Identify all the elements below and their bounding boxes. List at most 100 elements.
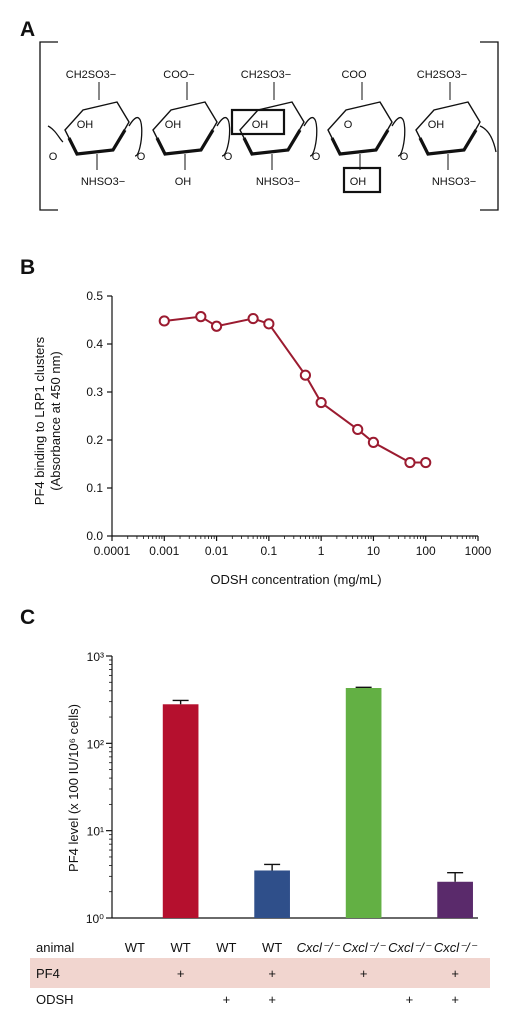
sugar-ring-oh: O xyxy=(344,119,353,131)
sugar-unit-2: COO− OH OH O xyxy=(137,69,231,188)
sugar-ring-oh: OH xyxy=(77,119,94,131)
c-row-cell-animal: Cxcl⁻/⁻ xyxy=(342,940,386,955)
sugar-unit-top-group: COO− xyxy=(163,69,194,81)
c-row-cell-animal: WT xyxy=(171,940,191,955)
b-y-tick-label: 0.2 xyxy=(86,433,103,447)
sugar-ring-oh: OH xyxy=(428,119,445,131)
chart-c: 10⁰ 10¹ 10² 10³ PF4 level (x 100 IU/10⁶ cel… xyxy=(30,650,490,1007)
c-bar xyxy=(162,704,199,918)
sugar-unit-5: CH2SO3− OH NHSO3− O xyxy=(400,69,481,188)
sugar-ring-oh: OH xyxy=(165,119,182,131)
c-bar xyxy=(345,688,382,918)
b-y-axis-title-line: PF4 binding to LRP1 clusters xyxy=(32,336,47,505)
b-x-tick-label: 0.01 xyxy=(205,544,229,558)
c-row-cell-odsh: + xyxy=(223,992,231,1007)
heparin-structure: CH2SO3− OH NHSO3− O COO− OH OH O CH2SO3− OH NHSO3−… xyxy=(39,41,499,211)
sugar-unit-top-group: COO xyxy=(341,69,367,81)
sugar-ring-front-edge xyxy=(67,129,127,156)
b-y-axis-title-line: (Absorbance at 450 nm) xyxy=(48,351,63,490)
glycosidic-oxygen: O xyxy=(400,151,409,163)
sugar-unit-bottom-group: OH xyxy=(350,176,367,188)
left-bracket xyxy=(39,41,58,211)
b-data-point xyxy=(299,369,312,381)
sugar-unit-3: CH2SO3− OH NHSO3− O xyxy=(224,69,318,188)
c-row-label-odsh: ODSH xyxy=(36,992,74,1007)
panel-b-letter: B xyxy=(20,256,36,279)
c-row-cell-odsh: + xyxy=(268,992,276,1007)
b-data-point xyxy=(195,311,207,323)
b-series-line xyxy=(164,315,426,464)
c-row-label-animal: animal xyxy=(36,940,74,955)
glycosidic-linkage xyxy=(216,117,231,157)
b-data-point xyxy=(315,396,327,409)
sugar-unit-bottom-group: NHSO3− xyxy=(256,176,300,188)
b-y-axis-title: PF4 binding to LRP1 clusters(Absorbance … xyxy=(32,336,63,505)
b-data-point xyxy=(404,456,416,469)
sugar-unit-top-group: CH2SO3− xyxy=(241,69,291,81)
c-row-cell-pf4: + xyxy=(268,966,276,981)
c-y-tick-label: 10⁰ xyxy=(86,912,104,926)
b-y-tick-label: 0.1 xyxy=(86,481,103,495)
b-x-axis-title: ODSH concentration (mg/mL) xyxy=(210,572,381,587)
c-y-axis-title: PF4 level (x 100 IU/10⁶ cells) xyxy=(66,704,81,872)
glycosidic-oxygen: O xyxy=(137,151,146,163)
sugar-unit-bottom-group: NHSO3− xyxy=(81,176,125,188)
c-row-label-pf4: PF4 xyxy=(36,966,60,981)
c-bar xyxy=(437,881,473,918)
c-row-cell-odsh: + xyxy=(451,992,459,1007)
sugar-ring-front-edge xyxy=(155,129,215,156)
b-y-tick-label: 0.4 xyxy=(86,337,103,351)
b-x-tick-label: 0.1 xyxy=(261,544,278,558)
c-row-cell-animal: WT xyxy=(262,940,282,955)
chart-b: 0.0 0.1 0.2 0.3 0.4 0.5 0.0001 0.001 0.01 0.1 1 10… xyxy=(32,289,492,587)
b-x-tick-label: 0.001 xyxy=(149,544,179,558)
chain-end-right xyxy=(479,125,497,153)
b-y-tick-label: 0.5 xyxy=(86,289,103,303)
b-x-tick-label: 100 xyxy=(416,544,436,558)
panel-a-letter: A xyxy=(20,18,36,41)
pf4-row-shade xyxy=(30,958,490,988)
sugar-ring-front-edge xyxy=(330,129,390,156)
sugar-unit-4: COO O OH O xyxy=(312,69,406,194)
b-x-tick-label: 10 xyxy=(367,544,381,558)
chain-end-left xyxy=(47,125,64,143)
sugar-unit-1: CH2SO3− OH NHSO3− O xyxy=(49,69,143,188)
c-row-cell-pf4: + xyxy=(177,966,185,981)
b-data-point xyxy=(367,436,380,448)
panel-c-letter: C xyxy=(20,606,36,629)
c-bar xyxy=(254,870,290,918)
b-data-point xyxy=(210,320,223,332)
c-row-cell-animal: WT xyxy=(125,940,145,955)
c-row-cell-animal: Cxcl⁻/⁻ xyxy=(297,940,341,955)
glycosidic-linkage xyxy=(128,117,143,157)
c-row-cell-animal: WT xyxy=(216,940,236,955)
highlight-box xyxy=(230,108,286,136)
sugar-unit-top-group: CH2SO3− xyxy=(417,69,467,81)
sugar-unit-top-group: CH2SO3− xyxy=(66,69,116,81)
b-y-tick-label: 0.0 xyxy=(86,529,103,543)
c-y-tick-label: 10³ xyxy=(87,650,104,664)
b-data-point xyxy=(263,318,275,330)
glycosidic-oxygen: O xyxy=(224,151,233,163)
b-data-point xyxy=(420,456,432,469)
sugar-unit-bottom-group: OH xyxy=(175,176,192,188)
b-data-point xyxy=(158,315,170,327)
sugar-ring-front-edge xyxy=(418,129,478,156)
c-row-cell-pf4: + xyxy=(451,966,459,981)
sugar-unit-bottom-group: NHSO3− xyxy=(432,176,476,188)
b-x-tick-label: 0.0001 xyxy=(94,544,131,558)
c-row-cell-odsh: + xyxy=(406,992,414,1007)
glycosidic-oxygen: O xyxy=(49,151,58,163)
c-y-tick-label: 10² xyxy=(87,737,104,751)
highlight-box xyxy=(342,166,382,194)
c-row-cell-animal: Cxcl⁻/⁻ xyxy=(388,940,432,955)
glycosidic-oxygen: O xyxy=(312,151,321,163)
sugar-ring-oh: OH xyxy=(252,119,269,131)
b-data-point xyxy=(247,312,259,325)
c-row-cell-pf4: + xyxy=(360,966,368,981)
b-x-tick-label: 1 xyxy=(318,544,325,558)
b-data-point xyxy=(352,423,364,436)
b-y-tick-label: 0.3 xyxy=(86,385,103,399)
glycosidic-linkage xyxy=(391,117,406,157)
glycosidic-linkage xyxy=(303,117,318,157)
